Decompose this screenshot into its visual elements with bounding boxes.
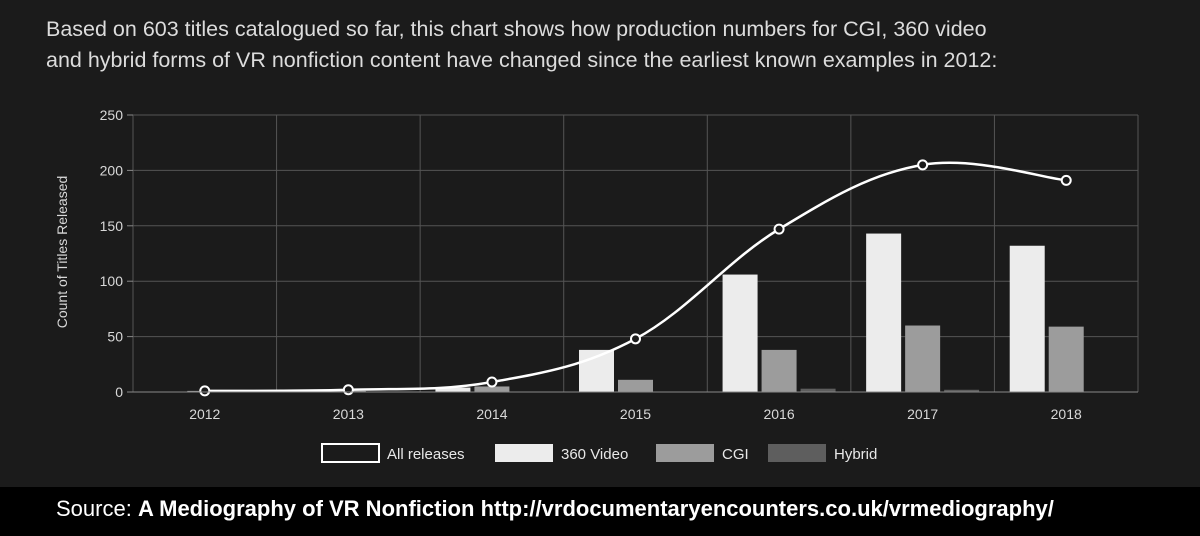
legend-label: 360 Video bbox=[561, 446, 628, 463]
bar-360-video-2014 bbox=[435, 387, 471, 392]
legend-swatch bbox=[321, 443, 380, 463]
x-tick-label: 2012 bbox=[189, 406, 220, 422]
legend[interactable]: All releases 360 Video CGI Hybrid bbox=[321, 443, 877, 463]
legend-item-cgi[interactable]: CGI bbox=[656, 444, 749, 463]
bar-cgi-2015 bbox=[618, 379, 653, 392]
source-prefix: Source: bbox=[56, 496, 138, 521]
legend-label: All releases bbox=[387, 446, 465, 463]
description-line-2: and hybrid forms of VR nonfiction conten… bbox=[46, 48, 998, 72]
legend-swatch bbox=[656, 444, 714, 462]
bar-cgi-2018 bbox=[1048, 326, 1084, 392]
y-tick-label: 150 bbox=[100, 218, 124, 234]
bar-cgi-2016 bbox=[761, 349, 797, 392]
all-releases-point-2014 bbox=[486, 376, 498, 388]
bar-360-video-2018 bbox=[1009, 245, 1045, 392]
bar-hybrid-2016 bbox=[800, 388, 836, 392]
y-axis-label: Count of Titles Released bbox=[54, 176, 70, 329]
description-line-1: Based on 603 titles catalogued so far, t… bbox=[46, 17, 987, 41]
x-tick-label: 2015 bbox=[620, 406, 651, 422]
bar-cgi-2014 bbox=[474, 386, 510, 392]
legend-label: Hybrid bbox=[834, 446, 877, 463]
production-chart: 0 50 100 150 200 250 2012 2013 2014 2015 2016 2017 2… bbox=[54, 107, 1139, 463]
all-releases-point-2017 bbox=[917, 159, 929, 171]
axes: 0 50 100 150 200 250 2012 2013 2014 2015 2016 2017 2… bbox=[100, 107, 1138, 422]
legend-swatch bbox=[768, 444, 826, 462]
legend-label: CGI bbox=[722, 446, 749, 463]
source-url[interactable]: http://vrdocumentaryencounters.co.uk/vrm… bbox=[480, 496, 1054, 521]
chart-description: Based on 603 titles catalogued so far, t… bbox=[46, 14, 1166, 76]
y-tick-label: 50 bbox=[107, 329, 123, 345]
legend-item-all-releases[interactable]: All releases bbox=[321, 443, 465, 463]
gridlines bbox=[132, 114, 1139, 393]
y-tick-label: 100 bbox=[100, 273, 124, 289]
bar-cgi-2017 bbox=[905, 325, 941, 392]
all-releases-point-2012 bbox=[199, 385, 211, 397]
x-tick-label: 2014 bbox=[476, 406, 507, 422]
bar-hybrid-2017 bbox=[944, 389, 980, 392]
source-bar bbox=[0, 487, 1200, 536]
all-releases-point-2013 bbox=[342, 384, 354, 396]
bar-360-video-2016 bbox=[722, 274, 758, 392]
x-tick-label: 2013 bbox=[333, 406, 364, 422]
all-releases-point-2015 bbox=[630, 333, 641, 345]
legend-item-hybrid[interactable]: Hybrid bbox=[768, 444, 877, 463]
legend-swatch bbox=[495, 444, 553, 462]
y-tick-label: 250 bbox=[100, 107, 124, 123]
legend-item-360-video[interactable]: 360 Video bbox=[495, 444, 628, 463]
y-tick-label: 0 bbox=[115, 384, 123, 400]
all-releases-point-2018 bbox=[1060, 174, 1072, 186]
bar-360-video-2017 bbox=[866, 233, 902, 392]
all-releases-line bbox=[199, 159, 1072, 397]
x-tick-label: 2018 bbox=[1051, 406, 1082, 422]
bars bbox=[187, 233, 1084, 392]
y-tick-label: 200 bbox=[100, 162, 124, 178]
source-credit: Source: A Mediography of VR Nonfiction h… bbox=[56, 496, 1054, 522]
x-tick-label: 2017 bbox=[907, 406, 938, 422]
x-tick-label: 2016 bbox=[763, 406, 794, 422]
all-releases-point-2016 bbox=[773, 223, 785, 235]
source-title: A Mediography of VR Nonfiction bbox=[137, 496, 475, 521]
